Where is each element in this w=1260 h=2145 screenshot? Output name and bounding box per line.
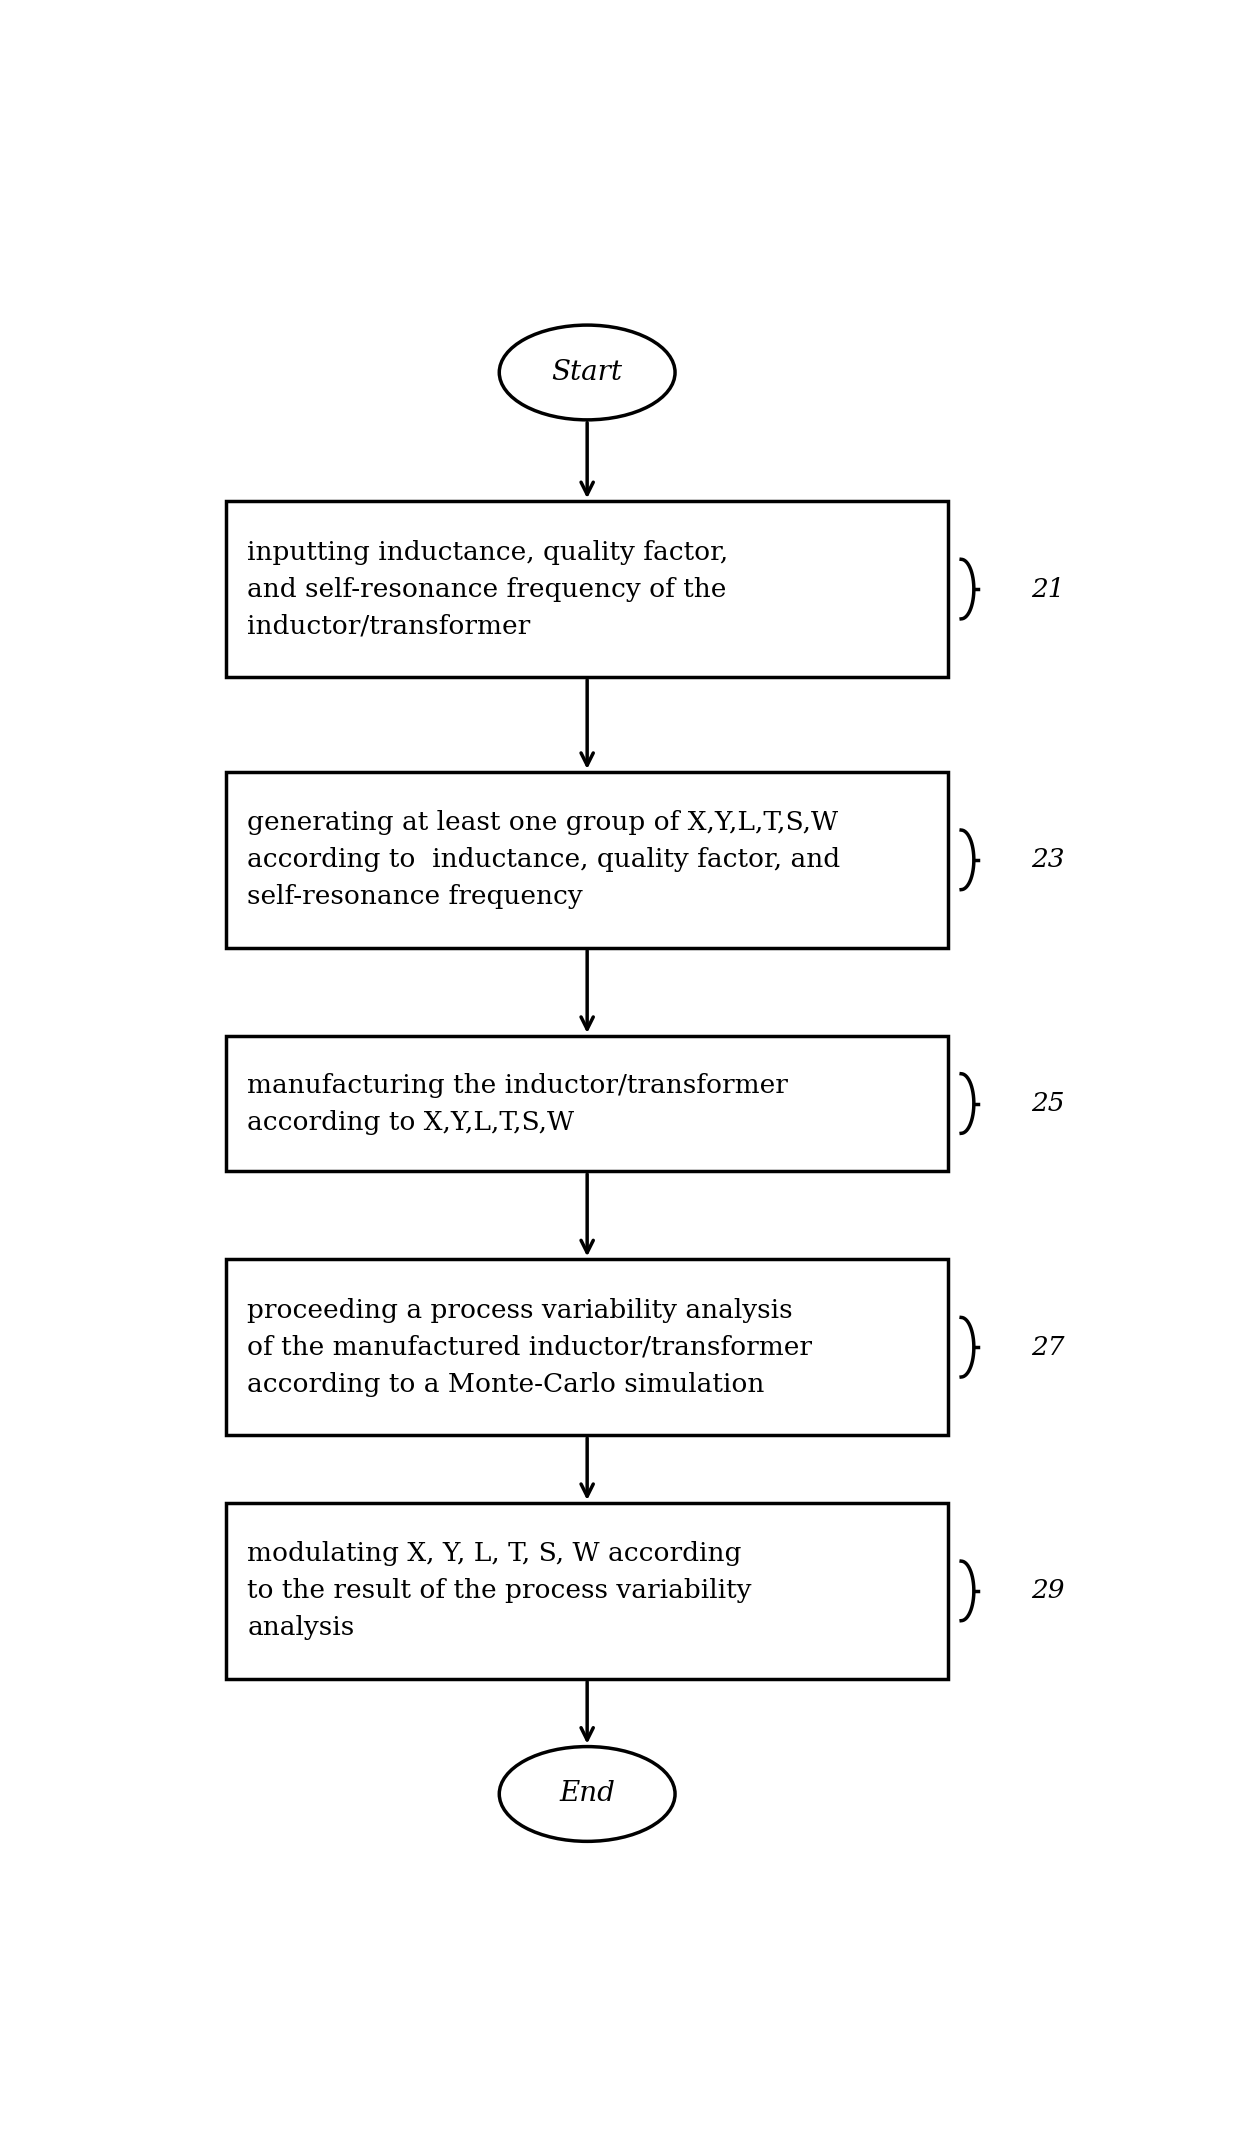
Text: 25: 25 (1032, 1092, 1065, 1115)
Ellipse shape (499, 326, 675, 420)
Text: generating at least one group of X,Y,L,T,S,W
according to  inductance, quality f: generating at least one group of X,Y,L,T… (247, 811, 840, 909)
Text: 29: 29 (1032, 1579, 1065, 1604)
Text: inputting inductance, quality factor,
and self-resonance frequency of the
induct: inputting inductance, quality factor, an… (247, 541, 728, 639)
Text: End: End (559, 1780, 615, 1808)
Bar (226, 772, 949, 948)
Text: Start: Start (552, 358, 622, 386)
Text: modulating X, Y, L, T, S, W according
to the result of the process variability
a: modulating X, Y, L, T, S, W according to… (247, 1542, 752, 1641)
Text: manufacturing the inductor/transformer
according to X,Y,L,T,S,W: manufacturing the inductor/transformer a… (247, 1072, 789, 1135)
Text: proceeding a process variability analysis
of the manufactured inductor/transform: proceeding a process variability analysi… (247, 1298, 813, 1396)
Ellipse shape (499, 1746, 675, 1840)
Bar (226, 1036, 949, 1171)
Text: 27: 27 (1032, 1334, 1065, 1360)
Bar (226, 1504, 949, 1680)
Text: 23: 23 (1032, 847, 1065, 873)
Bar (226, 1259, 949, 1435)
Bar (226, 502, 949, 678)
Text: 21: 21 (1032, 577, 1065, 601)
